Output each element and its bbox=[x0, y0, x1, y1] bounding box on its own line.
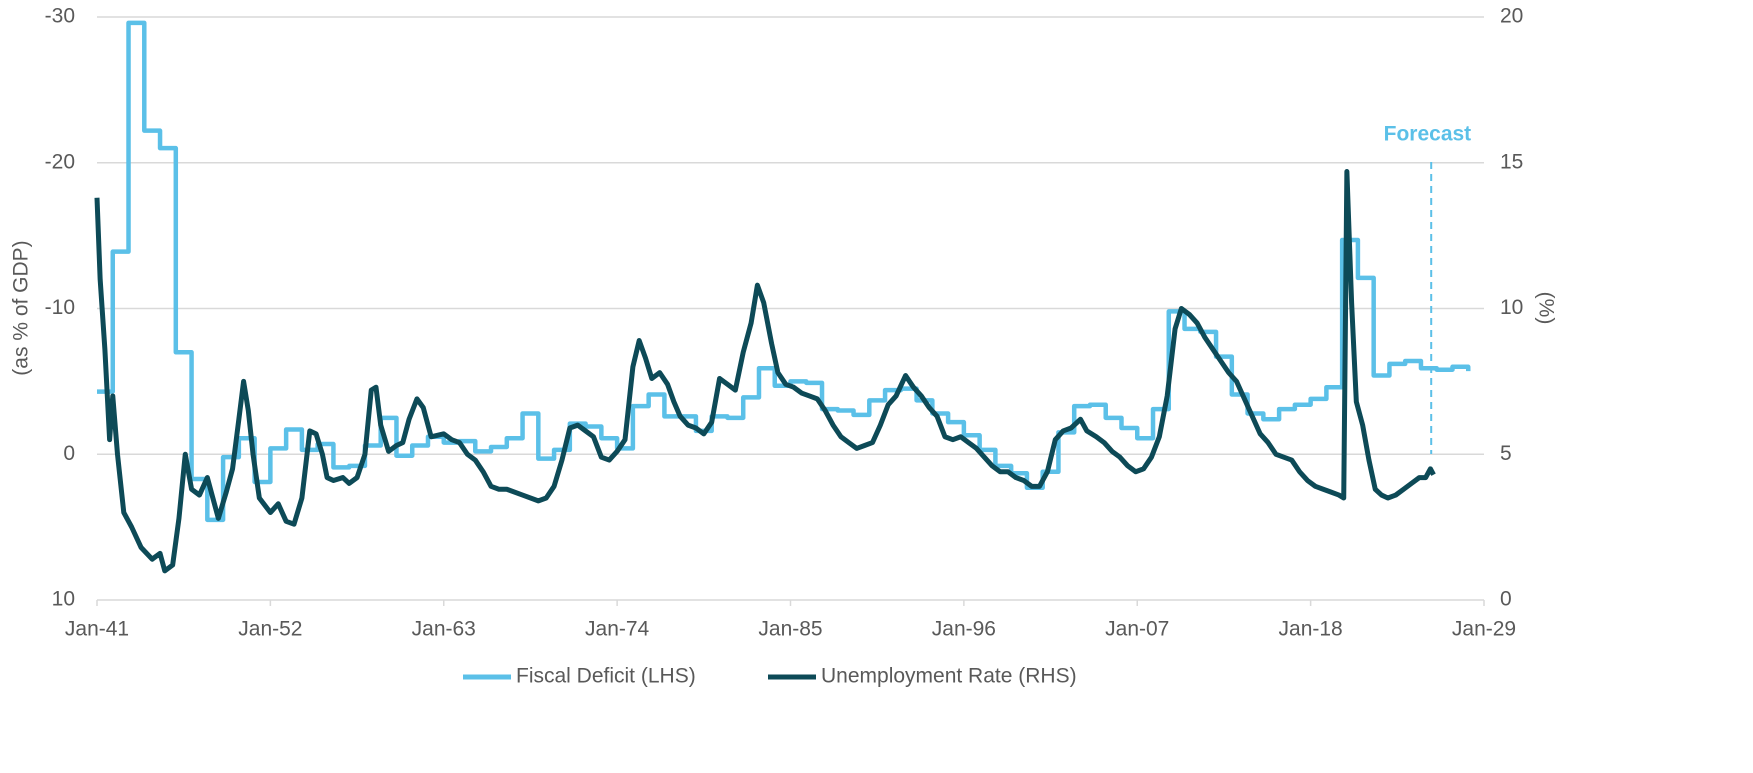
y-tick-label: 0 bbox=[63, 442, 75, 465]
series-line bbox=[94, 168, 1436, 574]
y2-axis-label: (%) bbox=[1534, 292, 1557, 325]
x-tick-label: Jan-29 bbox=[1452, 618, 1516, 641]
y2-tick-label: 15 bbox=[1500, 150, 1523, 173]
x-tick-label: Jan-41 bbox=[65, 618, 129, 641]
x-tick-label: Jan-18 bbox=[1279, 618, 1343, 641]
x-tick-label: Jan-52 bbox=[238, 618, 302, 641]
y-tick-label: 10 bbox=[52, 588, 75, 611]
x-tick-label: Jan-07 bbox=[1105, 618, 1169, 641]
x-tick-label: Jan-96 bbox=[932, 618, 996, 641]
y2-tick-label: 0 bbox=[1500, 588, 1512, 611]
x-tick-label: Jan-85 bbox=[758, 618, 822, 641]
x-tick-label: Jan-63 bbox=[412, 618, 476, 641]
y2-tick-label: 20 bbox=[1500, 5, 1523, 28]
forecast-label: Forecast bbox=[1384, 123, 1472, 146]
legend-label: Unemployment Rate (RHS) bbox=[821, 665, 1077, 688]
y-tick-label: -10 bbox=[45, 296, 75, 319]
y-axis-label: (as % of GDP) bbox=[10, 240, 33, 375]
series-line bbox=[97, 20, 1471, 523]
y2-tick-label: 5 bbox=[1500, 442, 1512, 465]
y2-tick-label: 10 bbox=[1500, 296, 1523, 319]
x-tick-label: Jan-74 bbox=[585, 618, 650, 641]
y-tick-label: -20 bbox=[45, 150, 75, 173]
legend-label: Fiscal Deficit (LHS) bbox=[516, 665, 696, 688]
y-tick-label: -30 bbox=[45, 5, 75, 28]
